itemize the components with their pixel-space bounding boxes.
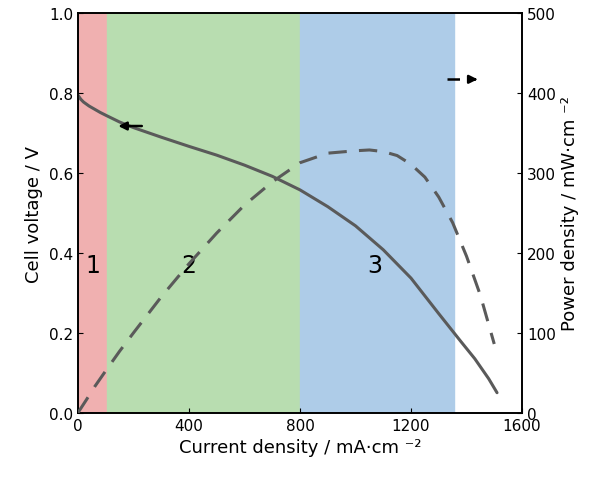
Text: 3: 3 <box>367 253 382 277</box>
X-axis label: Current density / mA·cm ⁻²: Current density / mA·cm ⁻² <box>179 438 421 456</box>
Bar <box>78 14 107 413</box>
Text: 1: 1 <box>85 253 100 277</box>
Y-axis label: Power density / mW·cm ⁻²: Power density / mW·cm ⁻² <box>562 96 580 331</box>
Bar <box>300 14 454 413</box>
Text: 2: 2 <box>182 253 197 277</box>
Y-axis label: Cell voltage / V: Cell voltage / V <box>25 145 43 282</box>
Bar <box>107 14 300 413</box>
